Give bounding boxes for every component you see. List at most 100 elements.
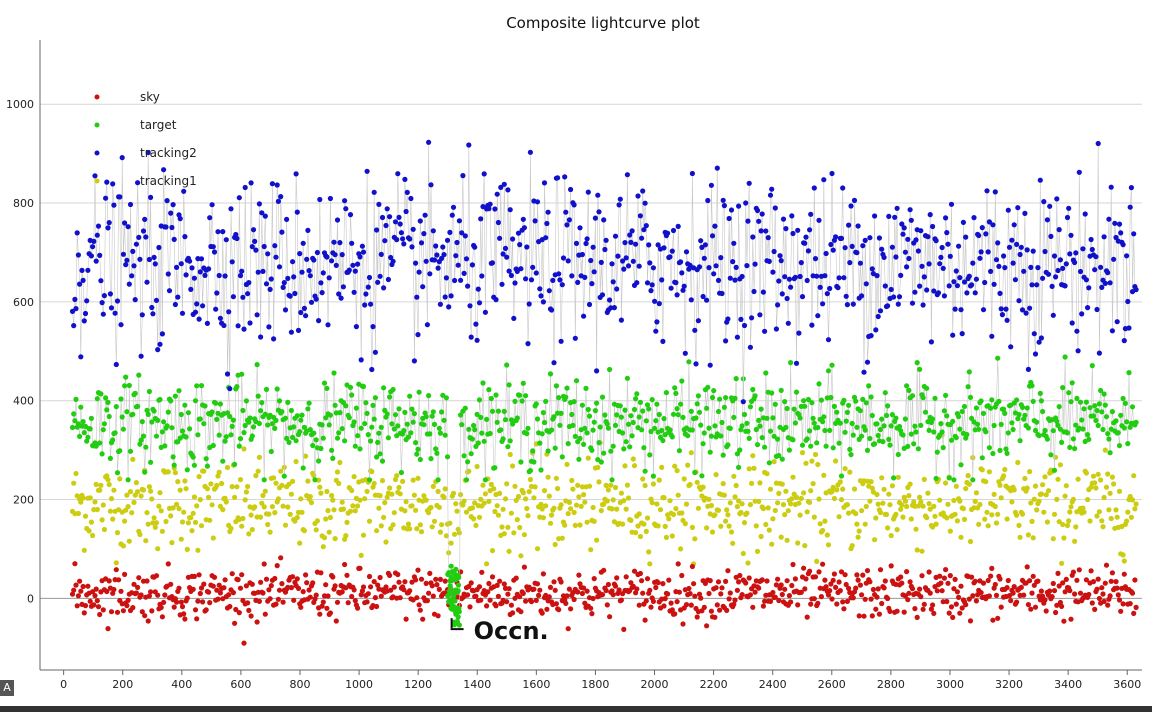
data-point-target xyxy=(272,425,278,431)
data-point-tracking1 xyxy=(877,509,884,516)
data-point-tracking2 xyxy=(643,223,649,229)
data-point-tracking2 xyxy=(1077,268,1084,275)
data-point-tracking2 xyxy=(214,290,220,296)
data-point-tracking1 xyxy=(305,478,311,484)
data-point-tracking1 xyxy=(347,508,354,514)
data-point-tracking1 xyxy=(538,501,544,507)
data-point-sky xyxy=(921,601,927,607)
data-point-sky xyxy=(468,580,474,586)
data-point-tracking2 xyxy=(181,188,187,194)
data-point-tracking2 xyxy=(843,293,849,299)
data-point-target xyxy=(980,410,987,416)
data-point-target xyxy=(297,429,303,435)
data-point-sky xyxy=(397,595,403,601)
data-point-sky xyxy=(534,581,541,587)
data-point-tracking2 xyxy=(667,254,673,260)
data-point-target xyxy=(696,409,703,415)
data-point-tracking2 xyxy=(1089,246,1095,253)
data-point-tracking2 xyxy=(617,196,623,202)
data-point-tracking1 xyxy=(551,505,557,511)
data-point-tracking1 xyxy=(334,469,341,475)
data-point-target xyxy=(339,426,345,432)
data-point-tracking2 xyxy=(418,240,425,246)
data-point-tracking2 xyxy=(739,273,745,280)
data-point-tracking1 xyxy=(133,480,139,486)
data-point-tracking1 xyxy=(210,535,216,541)
data-point-target xyxy=(372,395,378,401)
data-point-target xyxy=(135,403,141,409)
data-point-sky xyxy=(201,581,207,587)
data-point-tracking2 xyxy=(94,232,100,238)
data-point-tracking1 xyxy=(947,528,953,534)
data-point-target xyxy=(352,443,358,449)
data-point-sky xyxy=(650,598,657,605)
data-point-sky xyxy=(870,586,877,593)
data-point-tracking2 xyxy=(569,273,575,279)
data-point-target xyxy=(917,366,923,372)
data-point-target xyxy=(1094,407,1100,414)
data-point-tracking2 xyxy=(146,256,152,263)
data-point-sky xyxy=(614,575,620,581)
data-point-sky xyxy=(888,563,894,569)
data-point-target xyxy=(519,398,525,404)
data-point-tracking2 xyxy=(984,188,990,194)
data-point-sky xyxy=(789,582,795,589)
data-point-tracking1 xyxy=(961,516,968,523)
data-point-tracking1 xyxy=(718,523,724,529)
data-point-tracking2 xyxy=(892,214,898,220)
data-point-target xyxy=(414,451,420,457)
data-point-tracking1 xyxy=(837,479,843,485)
data-point-tracking1 xyxy=(764,471,770,477)
data-point-sky xyxy=(290,574,296,580)
data-point-target xyxy=(415,446,421,452)
data-point-sky xyxy=(687,591,693,597)
data-point-sky xyxy=(930,602,936,608)
data-point-tracking2 xyxy=(1019,307,1026,313)
data-point-target xyxy=(301,424,307,430)
data-point-target xyxy=(368,438,374,444)
data-point-target xyxy=(1037,390,1043,396)
data-point-target xyxy=(709,394,716,401)
data-point-tracking2 xyxy=(898,272,904,278)
data-point-tracking1 xyxy=(135,489,141,495)
data-point-tracking2 xyxy=(992,189,998,195)
data-point-tracking2 xyxy=(170,202,176,208)
data-point-tracking1 xyxy=(336,480,342,487)
data-point-target xyxy=(698,422,704,428)
data-point-sky xyxy=(149,608,155,614)
data-point-tracking2 xyxy=(850,301,856,307)
data-point-tracking2 xyxy=(267,286,273,292)
data-point-tracking1 xyxy=(246,531,252,537)
data-point-tracking2 xyxy=(443,275,449,281)
data-point-tracking2 xyxy=(304,256,310,262)
data-point-target xyxy=(265,422,271,428)
data-point-tracking1 xyxy=(688,450,694,456)
data-point-sky xyxy=(93,586,99,592)
data-point-sky xyxy=(588,605,594,611)
data-point-tracking1 xyxy=(605,487,612,493)
data-point-tracking2 xyxy=(278,194,284,200)
data-point-tracking2 xyxy=(1098,264,1104,270)
data-point-tracking2 xyxy=(895,301,901,307)
data-point-target xyxy=(213,400,219,406)
data-point-tracking2 xyxy=(849,243,855,249)
data-point-tracking2 xyxy=(101,293,107,299)
data-point-tracking2 xyxy=(759,211,765,217)
data-point-target xyxy=(1066,390,1072,396)
data-point-tracking2 xyxy=(1005,207,1011,213)
data-point-tracking2 xyxy=(446,304,452,310)
data-point-sky xyxy=(245,600,251,606)
data-point-tracking1 xyxy=(771,459,777,465)
data-point-target xyxy=(169,425,175,431)
data-point-tracking1 xyxy=(814,558,820,565)
data-point-tracking2 xyxy=(846,222,852,228)
data-point-tracking2 xyxy=(1060,265,1066,271)
data-point-target xyxy=(893,415,899,421)
data-point-tracking2 xyxy=(311,257,317,263)
data-point-sky xyxy=(584,588,590,594)
data-point-tracking1 xyxy=(482,491,488,497)
data-point-tracking2 xyxy=(1054,196,1060,202)
data-point-tracking1 xyxy=(409,503,415,509)
data-point-tracking1 xyxy=(1036,498,1042,504)
data-point-sky xyxy=(388,587,394,593)
